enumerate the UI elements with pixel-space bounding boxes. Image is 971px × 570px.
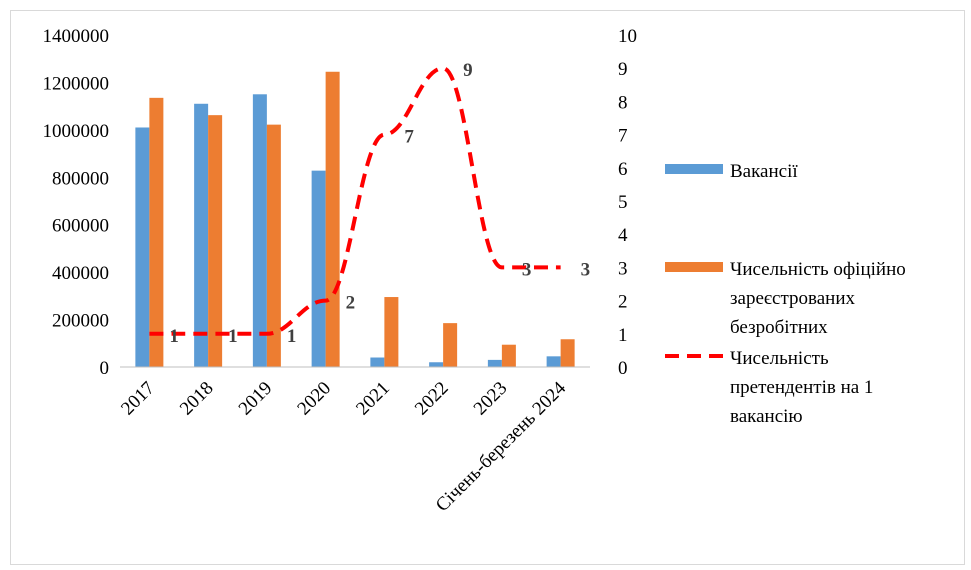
y-left-tick-label: 400000	[52, 263, 109, 284]
ratio-line-path	[149, 66, 561, 336]
legend-swatch	[665, 164, 723, 174]
vacancies-bar	[252, 94, 267, 368]
ratio-data-label: 1	[287, 326, 297, 347]
legend-label: вакансію	[730, 406, 803, 427]
x-tick-label: 2022	[411, 378, 453, 420]
x-tick-label: 2023	[470, 378, 512, 420]
y-right-tick-label: 4	[618, 225, 628, 246]
y-right-tick-label: 2	[618, 292, 628, 313]
vacancies-bar	[135, 127, 150, 367]
ratio-data-label: 3	[581, 259, 591, 280]
unemployed-bar	[266, 124, 281, 367]
ratio-data-label: 1	[169, 326, 179, 347]
ratio-data-label: 1	[228, 326, 238, 347]
ratio-data-label: 7	[404, 127, 414, 148]
x-axis: 2017 2018 2019 2020 2021 2022 2023Січень-берез…	[117, 366, 590, 516]
y-left-tick-label: 200000	[52, 311, 109, 332]
ratio-line: 1 1 1 2 7 9 3 3	[149, 60, 590, 347]
legend-label: Чисельність	[730, 348, 829, 369]
vacancies-bar	[487, 359, 502, 367]
vacancies-bar	[370, 357, 385, 367]
legend-label: Вакансії	[730, 161, 798, 182]
y-right-tick-label: 8	[618, 92, 628, 113]
y-left-tick-label: 1000000	[43, 121, 110, 142]
y-left-tick-label: 600000	[52, 216, 109, 237]
y-axis-left: 0 200000 400000 600000 800000 1000000 1200000 1…	[43, 26, 110, 379]
y-left-tick-label: 1400000	[43, 26, 110, 47]
x-tick-label: 2020	[293, 378, 335, 420]
chart-frame	[10, 10, 965, 565]
y-right-tick-label: 9	[618, 59, 628, 80]
y-axis-right: 0 1 2 3 4 5 6 7 8 9 10	[618, 26, 637, 379]
legend-swatch	[665, 262, 723, 272]
y-left-tick-label: 0	[100, 358, 110, 379]
vacancies-bar	[194, 103, 209, 368]
legend-label: безробітних	[730, 317, 828, 338]
vacancies-bar	[429, 362, 444, 367]
x-tick-label: 2021	[352, 378, 394, 420]
unemployed-bar	[560, 339, 575, 367]
vacancies-bar	[311, 170, 326, 367]
ratio-data-label: 9	[463, 60, 473, 81]
ratio-data-label: 2	[346, 293, 356, 314]
unemployed-bar	[384, 297, 399, 367]
unemployed-bar	[325, 71, 340, 367]
x-tick-label: 2019	[235, 378, 277, 420]
y-right-tick-label: 0	[618, 358, 628, 379]
x-tick-label: 2018	[176, 378, 218, 420]
legend-label: претендентів на 1	[730, 377, 873, 398]
unemployed-bar	[501, 344, 516, 367]
legend: Вакансії Чисельність офіційно зареєстрован…	[665, 161, 906, 427]
y-right-tick-label: 5	[618, 192, 628, 213]
legend-label: зареєстрованих	[730, 288, 855, 309]
y-left-tick-label: 800000	[52, 168, 109, 189]
y-right-tick-label: 3	[618, 258, 628, 279]
y-right-tick-label: 10	[618, 26, 637, 47]
vacancies-bar	[546, 356, 561, 367]
y-right-tick-label: 1	[618, 325, 628, 346]
legend-label: Чисельність офіційно	[730, 259, 906, 280]
ratio-data-label: 3	[522, 259, 532, 280]
y-left-tick-label: 1200000	[43, 73, 110, 94]
x-tick-label: 2017	[117, 378, 159, 420]
unemployed-bar	[443, 323, 458, 367]
unemployed-bar	[149, 97, 164, 367]
y-right-tick-label: 7	[618, 126, 628, 147]
y-right-tick-label: 6	[618, 159, 628, 180]
unemployed-bar	[208, 115, 223, 367]
